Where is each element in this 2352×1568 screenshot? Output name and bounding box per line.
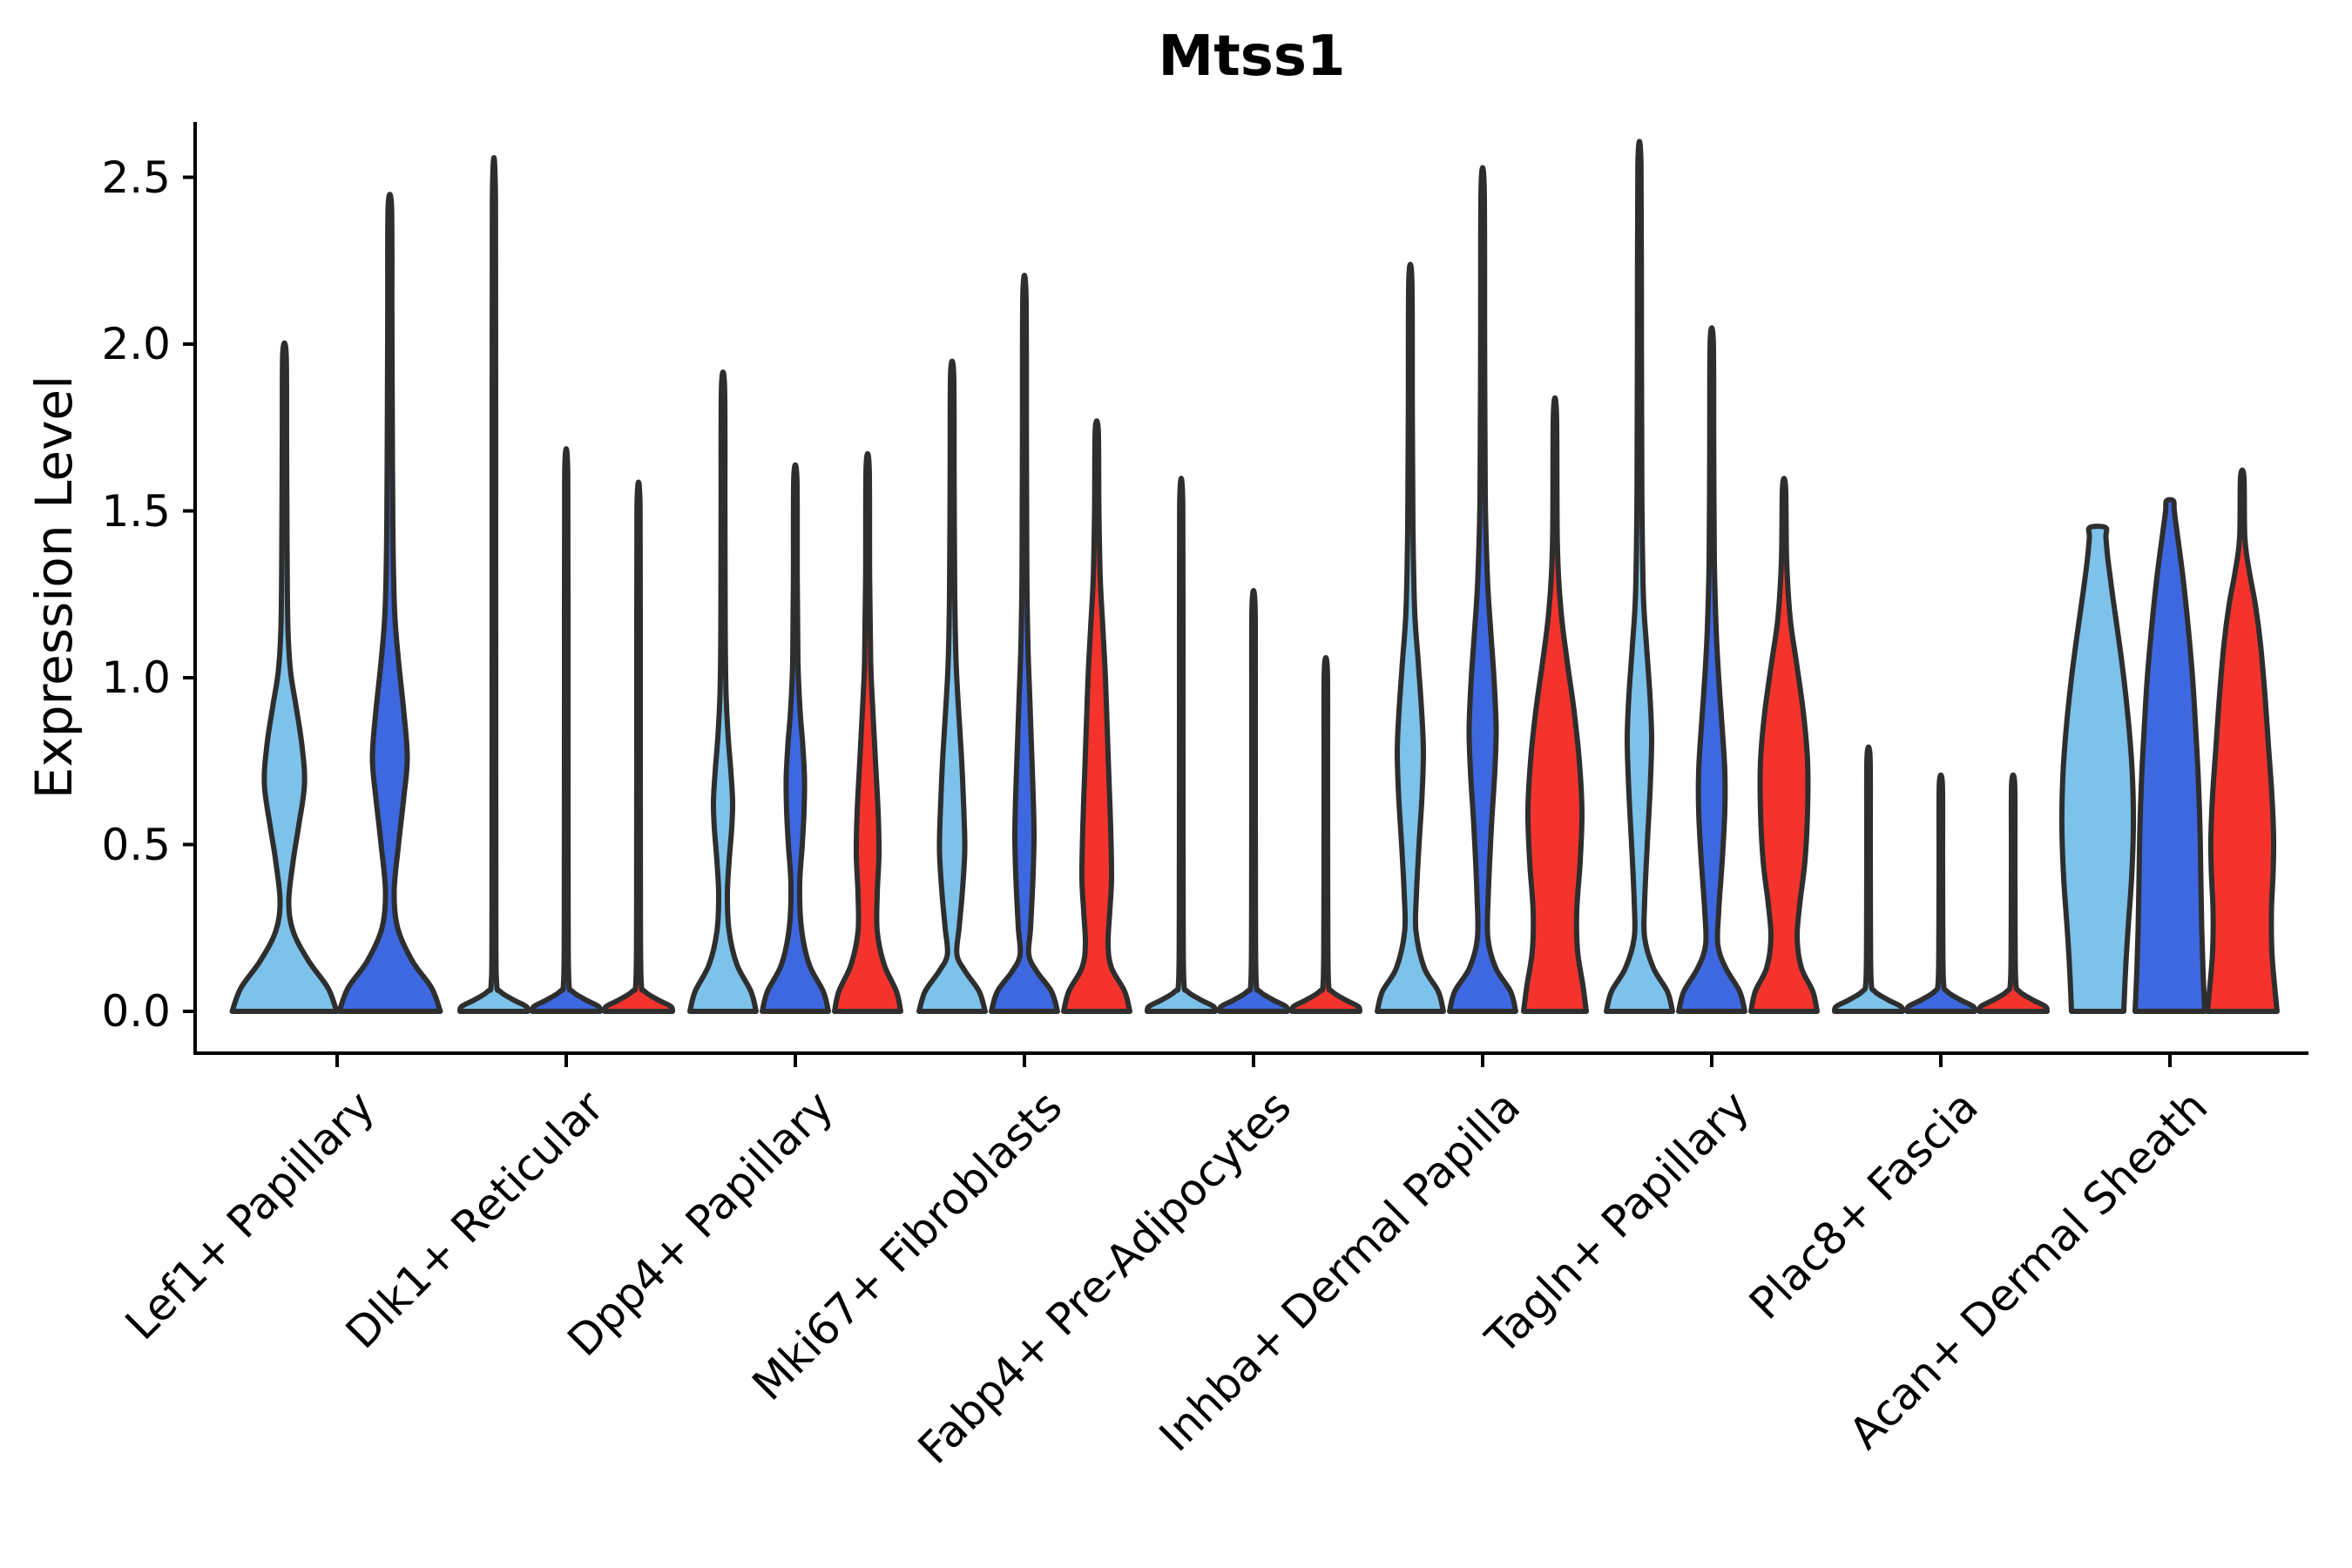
page-title: Mtss1 [1158, 24, 1346, 89]
violin-mki67-fibroblasts-red [1061, 418, 1132, 1014]
violin-mki67-fibroblasts-light_blue [916, 358, 988, 1014]
violin-tagln-papillary-light_blue [1604, 139, 1675, 1014]
violin-dpp4-papillary-dark_blue [760, 462, 831, 1014]
violin-plac8-fascia-red [1977, 772, 2050, 1014]
y-tick-label: 1.0 [101, 652, 171, 703]
violin-dlk1-reticular-light_blue [457, 155, 531, 1014]
violin-tagln-papillary-dark_blue [1676, 325, 1747, 1014]
violin-dpp4-papillary-light_blue [687, 369, 759, 1014]
violin-inhba-dermal-papilla-light_blue [1375, 261, 1446, 1014]
violin-mki67-fibroblasts-dark_blue [989, 273, 1060, 1014]
violin-tagln-papillary-red [1748, 476, 1820, 1014]
violin-fabp4-pre-adipocytes-light_blue [1145, 476, 1218, 1014]
y-tick-label: 0.0 [101, 986, 171, 1037]
y-tick-label: 1.5 [101, 485, 171, 537]
violin-dlk1-reticular-dark_blue [530, 446, 603, 1014]
violin-acan-dermal-sheath-red [2205, 467, 2280, 1014]
y-tick-label: 2.5 [101, 152, 171, 203]
violin-inhba-dermal-papilla-dark_blue [1447, 165, 1518, 1014]
violin-plac8-fascia-dark_blue [1904, 772, 1977, 1014]
y-axis-title: Expression Level [24, 375, 84, 800]
y-tick-label: 0.5 [101, 819, 171, 870]
violin-inhba-dermal-papilla-red [1521, 395, 1589, 1014]
violin-dpp4-papillary-red [832, 450, 903, 1014]
violin-fabp4-pre-adipocytes-red [1289, 655, 1362, 1014]
violin-acan-dermal-sheath-dark_blue [2132, 497, 2207, 1014]
violin-lef1-papillary-dark_blue [336, 192, 443, 1014]
violin-lef1-papillary-light_blue [229, 340, 340, 1014]
y-tick-label: 2.0 [101, 319, 171, 369]
violin-acan-dermal-sheath-light_blue [2058, 524, 2137, 1014]
violin-dlk1-reticular-red [602, 479, 675, 1014]
violin-fabp4-pre-adipocytes-dark_blue [1217, 587, 1290, 1014]
violin-plac8-fascia-light_blue [1832, 744, 1905, 1014]
